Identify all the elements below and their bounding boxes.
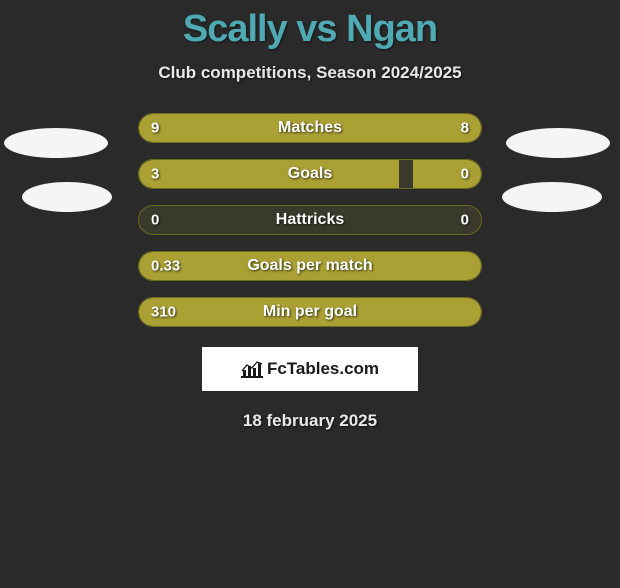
stat-row: 0 0 Hattricks xyxy=(138,205,482,235)
stat-left-value: 310 xyxy=(151,304,176,321)
marker-ellipse xyxy=(22,182,112,212)
chart-icon xyxy=(241,360,263,378)
date-label: 18 february 2025 xyxy=(0,411,620,431)
marker-ellipse xyxy=(4,128,108,158)
stat-left-value: 9 xyxy=(151,120,159,137)
right-markers xyxy=(506,128,616,236)
stat-bars: 9 8 Matches 3 0 Goals 0 0 Hattricks 0.33 Goals per… xyxy=(138,113,482,327)
stat-right-value: 0 xyxy=(461,166,469,183)
stat-left-value: 0.33 xyxy=(151,258,180,275)
page-title: Scally vs Ngan xyxy=(0,8,620,51)
stat-row: 310 Min per goal xyxy=(138,297,482,327)
stat-left-fill xyxy=(139,160,399,188)
marker-ellipse xyxy=(506,128,610,158)
marker-ellipse xyxy=(502,182,602,212)
stat-right-fill xyxy=(413,160,481,188)
stat-row: 0.33 Goals per match xyxy=(138,251,482,281)
subtitle: Club competitions, Season 2024/2025 xyxy=(0,63,620,83)
stat-row: 3 0 Goals xyxy=(138,159,482,189)
left-markers xyxy=(4,128,114,236)
stat-left-value: 0 xyxy=(151,212,159,229)
stat-right-value: 0 xyxy=(461,212,469,229)
logo-box[interactable]: FcTables.com xyxy=(202,347,418,391)
stat-label: Goals xyxy=(288,165,332,183)
stat-label: Hattricks xyxy=(276,211,344,229)
stat-label: Matches xyxy=(278,119,342,137)
stat-right-value: 8 xyxy=(461,120,469,137)
logo-text: FcTables.com xyxy=(267,359,379,379)
stat-left-value: 3 xyxy=(151,166,159,183)
stat-label: Min per goal xyxy=(263,303,357,321)
stat-row: 9 8 Matches xyxy=(138,113,482,143)
stat-label: Goals per match xyxy=(247,257,372,275)
stat-right-fill xyxy=(320,114,481,142)
